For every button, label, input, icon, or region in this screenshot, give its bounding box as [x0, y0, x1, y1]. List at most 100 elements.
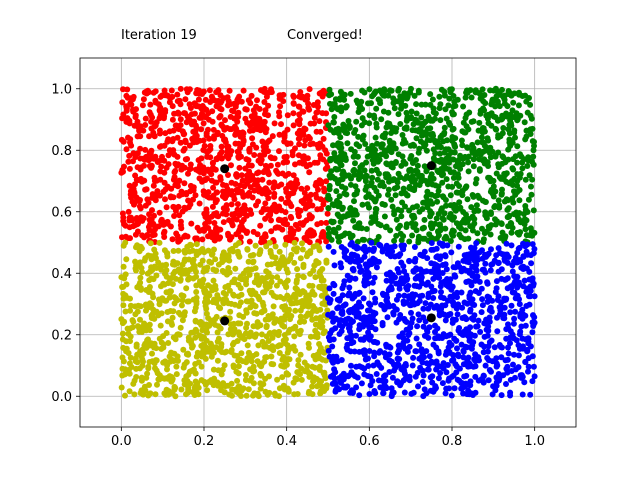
centroid-1 — [220, 164, 230, 174]
data-point — [251, 176, 258, 183]
data-point — [332, 369, 339, 376]
data-point — [331, 380, 338, 386]
data-point — [237, 285, 244, 292]
data-point — [207, 99, 214, 105]
data-point — [422, 199, 429, 206]
data-point — [451, 385, 458, 392]
data-point — [220, 299, 227, 306]
data-point — [335, 224, 342, 231]
data-point — [360, 321, 367, 328]
data-point — [446, 159, 452, 166]
data-point — [499, 186, 505, 193]
data-point — [133, 215, 140, 221]
data-point — [482, 260, 489, 267]
data-point — [137, 279, 144, 286]
data-point — [354, 153, 361, 160]
data-point — [427, 374, 434, 381]
data-point — [300, 273, 307, 280]
data-point — [263, 166, 270, 173]
data-point — [311, 364, 318, 371]
data-point — [426, 361, 432, 368]
data-point — [359, 115, 366, 122]
data-point — [210, 277, 217, 284]
data-point — [406, 330, 413, 337]
data-point — [515, 352, 522, 359]
data-point — [528, 183, 534, 190]
data-point — [394, 349, 401, 356]
data-point — [421, 120, 428, 127]
data-point — [258, 87, 264, 94]
data-point — [454, 311, 461, 318]
status-label: Converged! — [287, 28, 363, 43]
data-point — [355, 176, 362, 182]
data-point — [179, 162, 186, 169]
data-point — [167, 194, 174, 201]
data-point — [160, 341, 167, 348]
data-point — [225, 331, 232, 338]
data-point — [488, 101, 495, 108]
data-point — [207, 146, 214, 153]
data-point — [263, 343, 270, 350]
data-point — [347, 389, 354, 396]
data-point — [472, 288, 479, 295]
data-point — [183, 373, 190, 380]
data-point — [442, 390, 449, 397]
data-point — [311, 262, 318, 268]
data-point — [430, 295, 437, 301]
data-point — [232, 265, 239, 272]
data-point — [509, 289, 516, 296]
data-point — [393, 296, 400, 303]
data-point — [411, 92, 418, 99]
data-point — [371, 112, 377, 119]
data-point — [144, 370, 151, 377]
data-point — [199, 280, 206, 287]
data-point — [306, 373, 313, 380]
data-point — [177, 139, 184, 146]
data-point — [180, 364, 187, 371]
data-point — [231, 329, 238, 336]
data-point — [305, 340, 312, 347]
data-point — [330, 280, 337, 287]
data-point — [510, 320, 517, 327]
data-point — [210, 126, 217, 133]
data-point — [331, 262, 338, 269]
data-point — [257, 370, 264, 377]
data-point — [215, 367, 222, 374]
data-point — [199, 236, 206, 243]
data-point — [515, 102, 522, 109]
data-point — [470, 156, 477, 163]
data-point — [211, 220, 218, 226]
data-point — [244, 342, 251, 349]
data-point — [267, 211, 274, 218]
data-point — [503, 196, 510, 203]
data-point — [295, 272, 302, 279]
data-point — [421, 143, 428, 150]
data-point — [425, 294, 432, 301]
data-point — [298, 185, 305, 192]
data-point — [169, 321, 175, 328]
data-point — [371, 259, 378, 266]
data-point — [192, 326, 199, 333]
data-point — [302, 137, 309, 144]
data-point — [510, 99, 517, 106]
data-point — [120, 242, 127, 249]
data-point — [186, 116, 193, 123]
data-point — [398, 97, 405, 104]
data-point — [192, 235, 199, 242]
data-point — [277, 278, 284, 285]
data-point — [498, 275, 505, 282]
data-point — [336, 297, 343, 304]
data-point — [487, 267, 494, 274]
data-point — [511, 351, 517, 358]
data-point — [184, 378, 191, 385]
data-point — [277, 342, 284, 349]
data-point — [162, 130, 169, 137]
data-point — [460, 103, 467, 110]
data-point — [150, 182, 157, 189]
data-point — [512, 308, 519, 315]
data-point — [161, 157, 168, 164]
data-point — [295, 103, 302, 110]
data-point — [327, 126, 334, 133]
data-point — [271, 190, 278, 197]
data-point — [449, 299, 456, 306]
